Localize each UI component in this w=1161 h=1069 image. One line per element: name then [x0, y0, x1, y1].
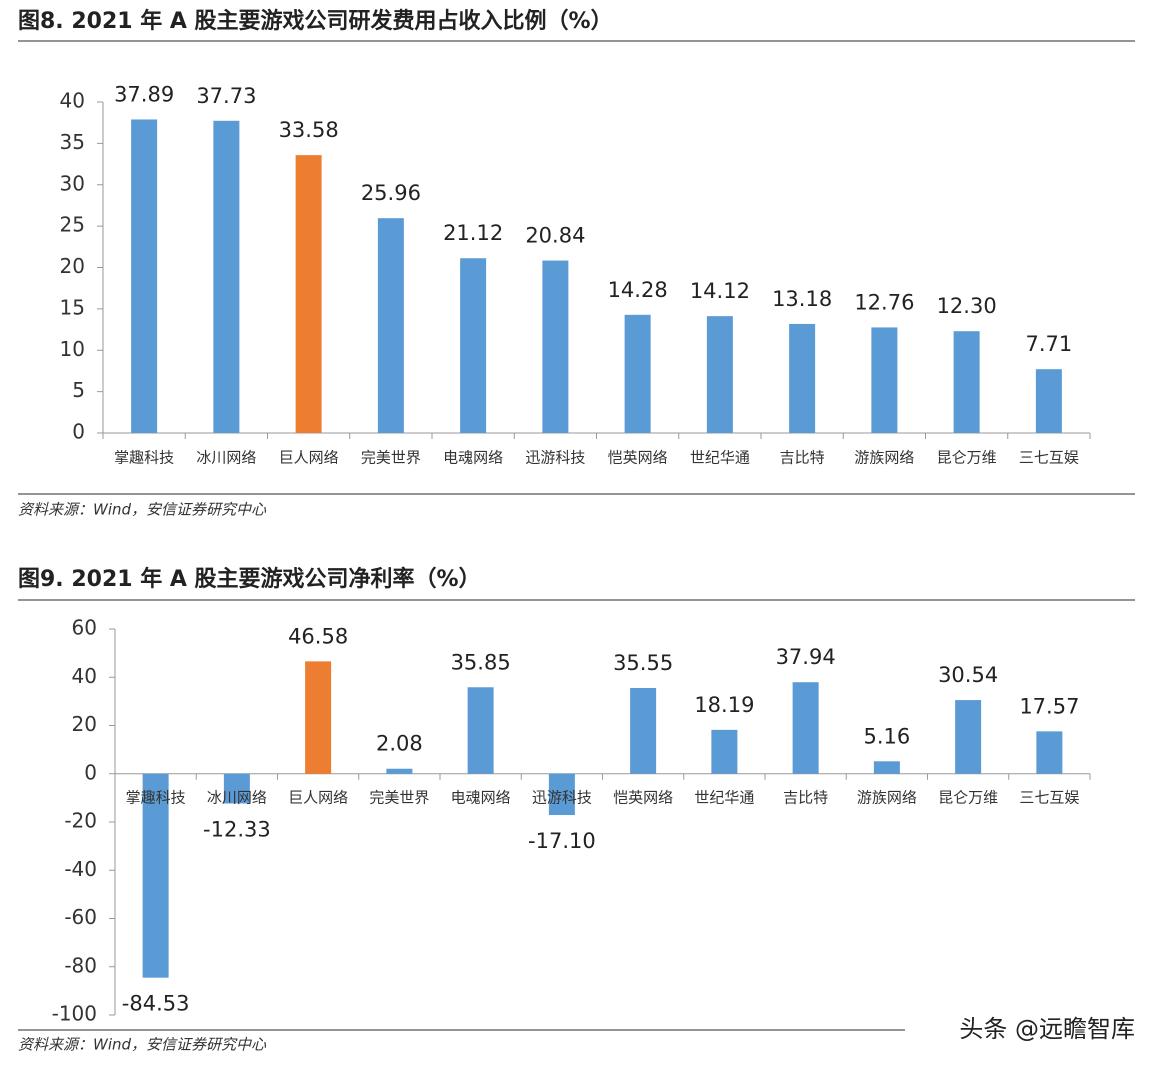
value-label: 14.12: [690, 279, 750, 303]
y-tick-label: -100: [52, 1002, 97, 1026]
bar: [386, 768, 413, 774]
value-label: 17.57: [1019, 694, 1079, 718]
value-label: 33.58: [279, 118, 339, 142]
y-tick-label: 60: [72, 616, 97, 640]
chart-title: 图8. 2021 年 A 股主要游戏公司研发费用占收入比例（%）: [18, 8, 613, 34]
watermark: 头条 @远瞻智库: [959, 1015, 1135, 1043]
value-label: 13.18: [772, 287, 832, 311]
category-label: 游族网络: [854, 449, 914, 467]
value-label: 12.76: [854, 290, 914, 314]
bar: [377, 218, 404, 433]
bar: [467, 687, 494, 774]
value-label: -17.10: [528, 829, 596, 853]
bar: [305, 661, 332, 774]
value-label: 46.58: [288, 624, 348, 648]
y-tick-label: 25: [60, 213, 85, 237]
value-label: 20.84: [525, 224, 585, 248]
source: 资料来源：Wind，安信证券研究中心: [18, 1036, 267, 1054]
value-label: 37.73: [196, 84, 256, 108]
value-label: 21.12: [443, 221, 503, 245]
bar: [131, 119, 158, 433]
bar: [792, 682, 819, 774]
bar: [295, 155, 322, 434]
category-label: 世纪华通: [690, 449, 750, 467]
bar: [542, 260, 569, 433]
y-tick-label: 10: [60, 337, 85, 361]
y-tick-label: -40: [64, 857, 97, 881]
y-tick-label: 40: [60, 89, 85, 113]
bar: [213, 120, 240, 434]
category-label: 冰川网络: [207, 788, 267, 806]
chart-title: 图9. 2021 年 A 股主要游戏公司净利率（%）: [18, 566, 481, 592]
bar: [630, 687, 657, 774]
y-tick-label: -80: [64, 953, 97, 977]
category-label: 吉比特: [780, 449, 825, 467]
value-label: 37.94: [776, 645, 836, 669]
y-tick-label: -20: [64, 809, 97, 833]
bar: [1036, 731, 1063, 774]
value-label: 14.28: [608, 278, 668, 302]
category-label: 昆仑万维: [938, 788, 998, 806]
y-tick-label: 0: [84, 760, 97, 784]
category-label: 巨人网络: [279, 449, 339, 467]
value-label: -12.33: [203, 817, 271, 841]
category-label: 巨人网络: [288, 788, 348, 806]
value-label: 35.55: [613, 651, 673, 675]
bar: [789, 323, 816, 433]
y-tick-label: 35: [60, 130, 85, 154]
category-label: 电魂网络: [443, 449, 503, 467]
y-tick-label: 20: [72, 712, 97, 736]
y-tick-label: -60: [64, 905, 97, 929]
value-label: 37.89: [114, 82, 174, 106]
category-label: 完美世界: [361, 449, 421, 467]
value-label: 35.85: [451, 650, 511, 674]
y-tick-label: 20: [60, 254, 85, 278]
category-label: 迅游科技: [532, 788, 592, 806]
bar: [548, 773, 575, 816]
category-label: 电魂网络: [451, 788, 511, 806]
y-tick-label: 30: [60, 171, 85, 195]
value-label: 18.19: [694, 693, 754, 717]
value-label: 2.08: [376, 732, 423, 756]
category-label: 昆仑万维: [937, 449, 997, 467]
value-label: 30.54: [938, 663, 998, 687]
value-label: 25.96: [361, 181, 421, 205]
value-label: 7.71: [1025, 332, 1072, 356]
bar: [142, 773, 169, 978]
category-label: 完美世界: [369, 788, 429, 806]
source: 资料来源：Wind，安信证券研究中心: [18, 501, 267, 519]
y-tick-label: 15: [60, 295, 85, 319]
category-label: 恺英网络: [613, 788, 673, 806]
category-label: 迅游科技: [525, 449, 585, 467]
bar: [223, 773, 250, 804]
y-tick-label: 0: [72, 420, 85, 444]
value-label: 5.16: [863, 724, 910, 748]
category-label: 掌趣科技: [126, 788, 186, 806]
value-label: -84.53: [122, 992, 190, 1016]
category-label: 世纪华通: [694, 788, 754, 806]
category-label: 游族网络: [857, 788, 917, 806]
bar: [706, 316, 733, 433]
value-label: 12.30: [937, 294, 997, 318]
bar: [873, 761, 900, 774]
y-tick-label: 5: [72, 378, 85, 402]
y-tick-label: 40: [72, 664, 97, 688]
bar: [460, 258, 487, 433]
bar: [955, 700, 982, 774]
category-label: 三七互娱: [1019, 449, 1079, 467]
category-label: 掌趣科技: [114, 449, 174, 467]
category-label: 冰川网络: [196, 449, 256, 467]
category-label: 吉比特: [783, 788, 828, 806]
bar: [1035, 369, 1062, 433]
bar: [953, 331, 980, 433]
category-label: 恺英网络: [608, 449, 668, 467]
category-label: 三七互娱: [1019, 788, 1079, 806]
bar: [711, 729, 738, 774]
bar: [624, 314, 651, 433]
bar: [871, 327, 898, 433]
